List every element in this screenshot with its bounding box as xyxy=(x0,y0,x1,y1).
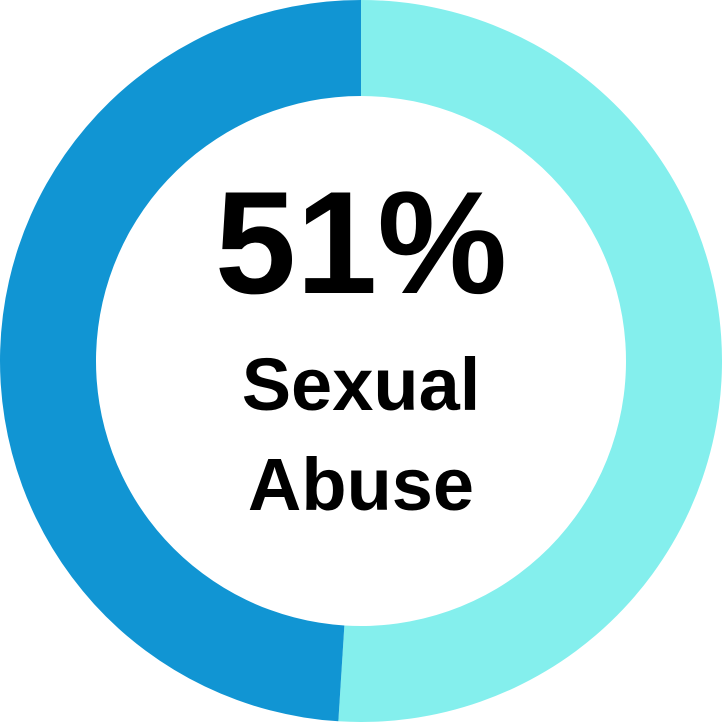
center-label-line1: Sexual xyxy=(241,343,481,426)
donut-slice-0 xyxy=(338,0,722,722)
center-label-line2: Abuse xyxy=(247,443,475,526)
donut-slice-1 xyxy=(0,0,362,722)
center-value: 51% xyxy=(214,161,508,324)
